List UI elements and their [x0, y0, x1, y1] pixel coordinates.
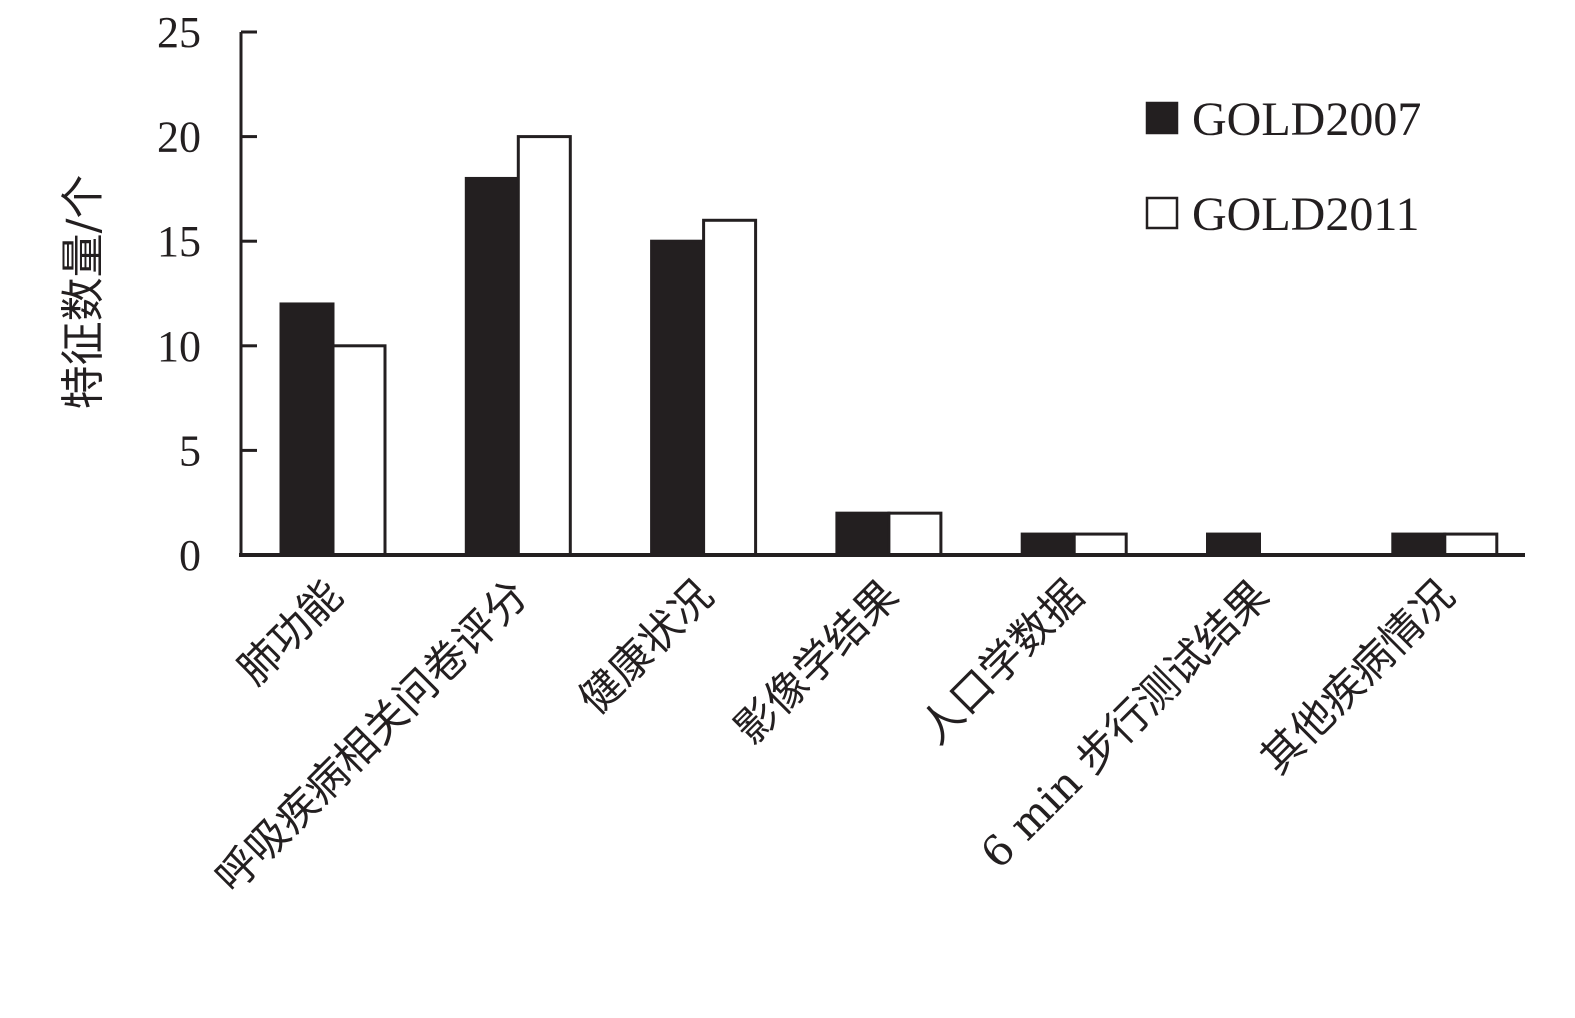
- bar-gold2011-4: [1072, 532, 1128, 557]
- bar-gold2007-6: [1391, 532, 1447, 557]
- y-tick-label: 25: [157, 8, 201, 57]
- legend-swatch-gold2011: [1145, 196, 1179, 230]
- y-axis-title: 特征数量/个: [58, 175, 109, 410]
- bar-gold2011-2: [702, 218, 758, 557]
- bar-gold2007-0: [279, 302, 335, 557]
- x-category-label: 呼吸疾病相关问卷评分: [206, 570, 538, 902]
- y-tick-label: 15: [157, 217, 201, 266]
- legend-label-gold2011: GOLD2011: [1192, 188, 1420, 241]
- bar-gold2007-3: [835, 511, 891, 557]
- x-category-label: 健康状况: [569, 570, 722, 723]
- legend: GOLD2007 GOLD2011: [1145, 93, 1421, 241]
- bar-gold2011-0: [331, 344, 387, 557]
- legend-swatch-gold2007: [1145, 101, 1179, 135]
- y-ticks: 0 5 10 15 20 25: [157, 8, 257, 580]
- axes-layer: [239, 32, 1525, 557]
- bar-gold2007-4: [1020, 532, 1076, 557]
- x-category-label: 其他疾病情况: [1251, 570, 1464, 783]
- y-tick-label: 10: [157, 322, 201, 371]
- bar-gold2011-6: [1443, 532, 1499, 557]
- y-tick-label: 5: [179, 426, 201, 475]
- x-category-label: 影像学结果: [725, 570, 908, 753]
- legend-label-gold2007: GOLD2007: [1192, 93, 1421, 146]
- bar-gold2011-3: [887, 511, 943, 557]
- y-tick-label: 0: [179, 531, 201, 580]
- bar-gold2011-1: [516, 135, 572, 557]
- bar-gold2007-1: [464, 176, 520, 557]
- bar-gold2007-2: [650, 239, 706, 557]
- x-category-label: 肺功能: [228, 570, 352, 694]
- x-category-label: 人口学数据: [910, 570, 1093, 753]
- y-tick-label: 20: [157, 113, 201, 162]
- bar-gold2007-5: [1206, 532, 1261, 557]
- bars-layer: [279, 135, 1499, 557]
